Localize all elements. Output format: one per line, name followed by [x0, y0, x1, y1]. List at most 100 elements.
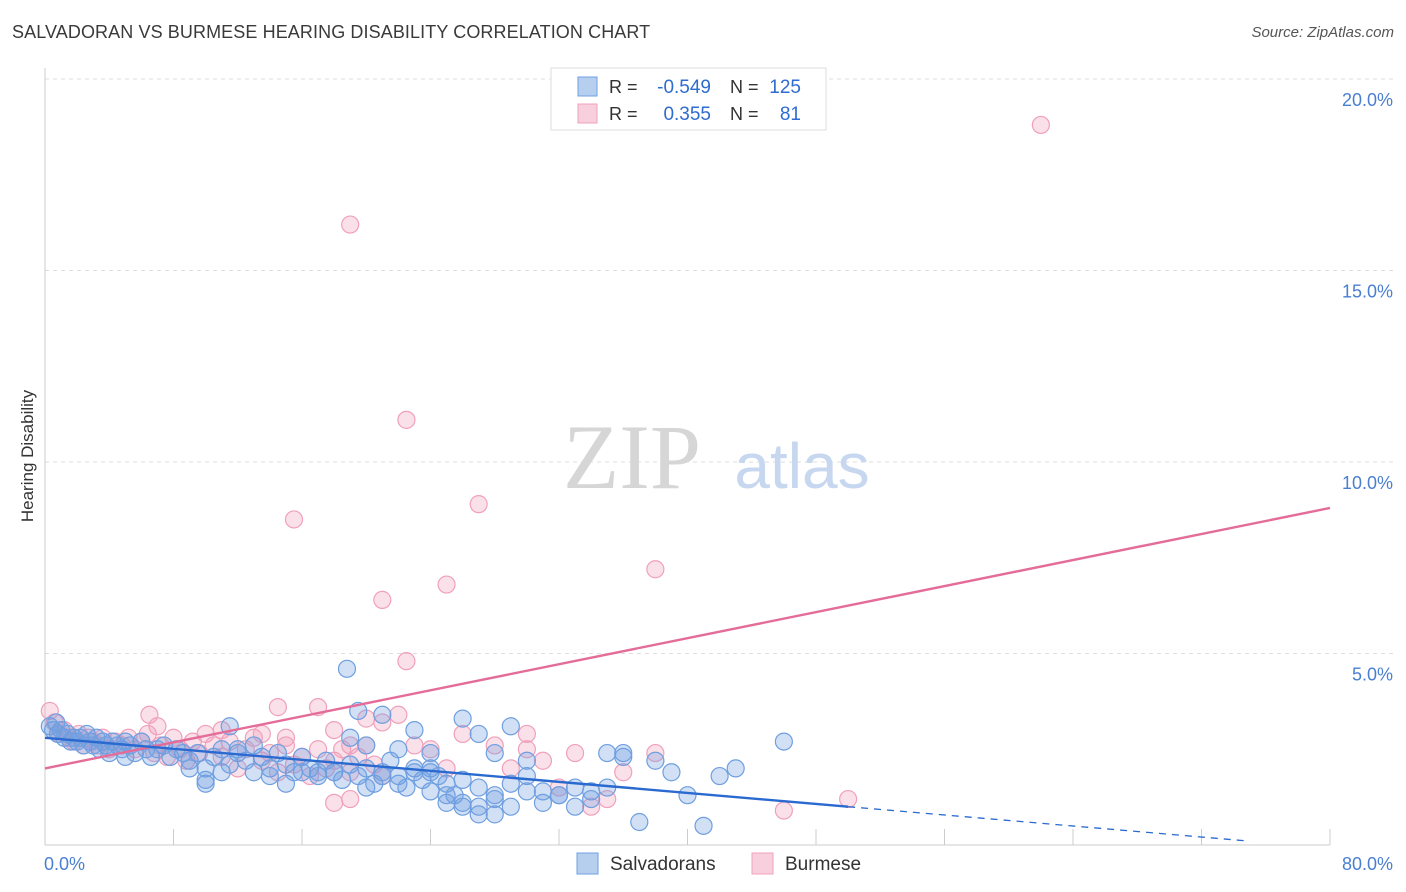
- salvadorans-point[interactable]: [517, 751, 536, 770]
- salvadorans-point[interactable]: [180, 759, 199, 778]
- watermark-zip: ZIP: [563, 406, 701, 508]
- salvadorans-point[interactable]: [421, 782, 440, 801]
- legend-burmese-swatch[interactable]: [751, 852, 774, 875]
- burmese-point[interactable]: [774, 801, 793, 820]
- burmese-point[interactable]: [614, 763, 633, 782]
- legend-salvadorans-label[interactable]: Salvadorans: [610, 854, 716, 875]
- salvadorans-point[interactable]: [421, 743, 440, 763]
- salvadorans-point[interactable]: [453, 770, 472, 789]
- salvadorans-point[interactable]: [325, 763, 344, 782]
- burmese-point[interactable]: [284, 510, 304, 529]
- salvadorans-point[interactable]: [630, 812, 649, 832]
- burmese-point[interactable]: [148, 717, 167, 736]
- salvadorans-point[interactable]: [389, 740, 408, 759]
- burmese-point[interactable]: [341, 789, 360, 809]
- salvadorans-point[interactable]: [453, 797, 472, 816]
- salvadorans-point[interactable]: [337, 659, 357, 678]
- salvadorans-point[interactable]: [517, 782, 536, 801]
- salvadorans-point[interactable]: [276, 774, 296, 793]
- salvadorans-point[interactable]: [373, 766, 392, 786]
- burmese-point[interactable]: [325, 793, 344, 812]
- salvadorans-point[interactable]: [357, 759, 376, 778]
- burmese-point[interactable]: [646, 560, 665, 579]
- burmese-point[interactable]: [397, 410, 416, 429]
- y-tick-label: 5.0%: [1352, 665, 1393, 685]
- burmese-point[interactable]: [405, 736, 424, 755]
- burmese-point[interactable]: [517, 724, 536, 744]
- burmese-point[interactable]: [268, 698, 288, 717]
- salvadorans-point[interactable]: [405, 720, 424, 740]
- salvadorans-point[interactable]: [485, 786, 504, 805]
- burmese-point[interactable]: [389, 705, 408, 724]
- salvadorans-point[interactable]: [646, 751, 665, 770]
- salvadorans-point[interactable]: [485, 805, 504, 824]
- salvadorans-point[interactable]: [614, 743, 633, 763]
- burmese-point[interactable]: [40, 701, 59, 721]
- salvadorans-point[interactable]: [469, 805, 488, 824]
- salvadorans-point[interactable]: [517, 766, 536, 786]
- salvadorans-point[interactable]: [308, 763, 328, 782]
- salvadorans-point[interactable]: [341, 728, 360, 747]
- salvadorans-point[interactable]: [357, 778, 376, 797]
- salvadorans-point[interactable]: [357, 736, 376, 755]
- salvadorans-point[interactable]: [726, 759, 745, 778]
- salvadorans-point[interactable]: [598, 743, 617, 763]
- burmese-point[interactable]: [582, 797, 601, 816]
- salvadorans-point[interactable]: [405, 763, 424, 782]
- salvadorans-point[interactable]: [453, 793, 472, 812]
- salvadorans-point[interactable]: [694, 816, 713, 835]
- salvadorans-point[interactable]: [501, 717, 520, 736]
- burmese-point[interactable]: [533, 751, 553, 770]
- salvadorans-point[interactable]: [469, 724, 488, 744]
- salvadorans-point[interactable]: [485, 789, 504, 809]
- burmese-swatch: [577, 103, 598, 124]
- burmese-point[interactable]: [437, 575, 456, 594]
- burmese-point[interactable]: [453, 724, 472, 744]
- salvadorans-point[interactable]: [501, 774, 520, 793]
- salvadorans-point[interactable]: [549, 786, 569, 805]
- salvadorans-point[interactable]: [196, 770, 215, 789]
- salvadorans-point[interactable]: [501, 797, 520, 816]
- burmese-point[interactable]: [325, 720, 344, 740]
- burmese-point[interactable]: [421, 740, 440, 759]
- burmese-point[interactable]: [341, 736, 360, 755]
- burmese-point[interactable]: [501, 759, 520, 778]
- burmese-point[interactable]: [373, 713, 392, 732]
- legend-salvadorans-swatch[interactable]: [576, 852, 599, 875]
- burmese-point[interactable]: [565, 743, 585, 763]
- salvadorans-point[interactable]: [292, 763, 312, 782]
- salvadorans-point[interactable]: [244, 763, 263, 782]
- salvadorans-point[interactable]: [710, 766, 729, 786]
- salvadorans-point[interactable]: [389, 774, 408, 793]
- salvadorans-point[interactable]: [582, 782, 601, 801]
- salvadorans-point[interactable]: [188, 743, 207, 763]
- source-label: Source: ZipAtlas.com: [1251, 24, 1394, 41]
- salvadorans-point[interactable]: [212, 740, 231, 759]
- salvadorans-point[interactable]: [565, 797, 585, 816]
- burmese-point[interactable]: [646, 743, 665, 763]
- salvadorans-point[interactable]: [260, 766, 279, 786]
- salvadorans-point[interactable]: [485, 743, 504, 763]
- salvadorans-point[interactable]: [533, 782, 553, 801]
- burmese-point[interactable]: [1031, 115, 1050, 135]
- salvadorans-point[interactable]: [196, 774, 215, 793]
- salvadorans-point[interactable]: [453, 709, 472, 728]
- burmese-point[interactable]: [276, 728, 296, 747]
- legend-burmese-label[interactable]: Burmese: [785, 854, 861, 875]
- salvadorans-point[interactable]: [774, 732, 793, 751]
- salvadorans-point[interactable]: [582, 789, 601, 809]
- salvadorans-point[interactable]: [437, 786, 456, 805]
- salvadorans-point[interactable]: [212, 763, 231, 782]
- salvadorans-point[interactable]: [373, 705, 392, 724]
- burmese-point[interactable]: [469, 495, 488, 514]
- burmese-point[interactable]: [341, 215, 360, 234]
- salvadorans-point[interactable]: [678, 786, 697, 805]
- salvadorans-point[interactable]: [421, 759, 440, 778]
- burmese-point[interactable]: [839, 789, 858, 809]
- burmese-point[interactable]: [373, 590, 392, 609]
- burmese-point[interactable]: [485, 736, 504, 755]
- salvadorans-point[interactable]: [469, 778, 488, 797]
- burmese-point[interactable]: [397, 652, 416, 671]
- salvadorans-point[interactable]: [662, 763, 681, 782]
